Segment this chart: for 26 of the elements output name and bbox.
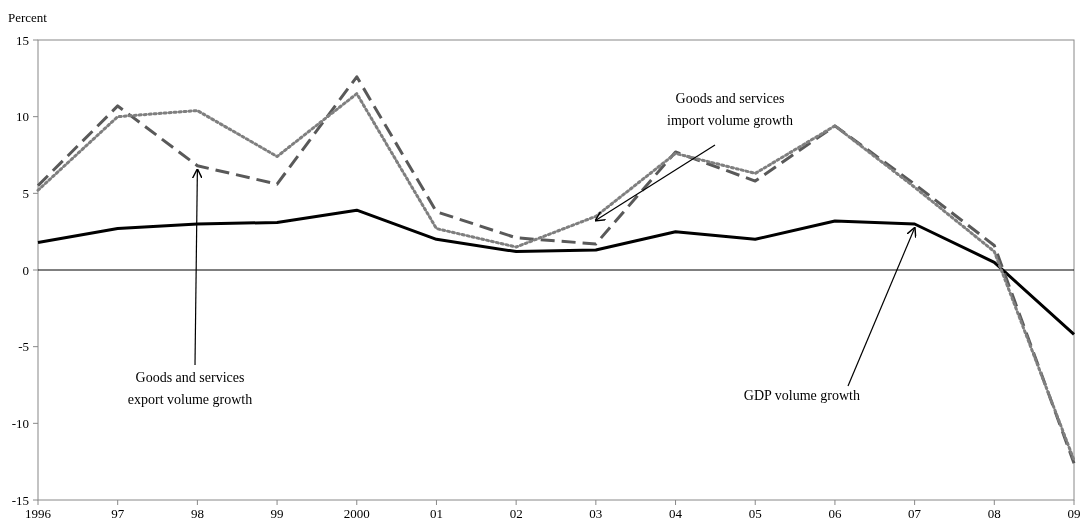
y-axis-title: Percent: [8, 10, 48, 25]
y-tick-label: 5: [22, 185, 29, 201]
line-series: [36, 208, 1076, 336]
x-tick-label: 02: [509, 505, 523, 521]
y-tick-label: -15: [11, 492, 29, 508]
x-tick-label: 04: [669, 505, 683, 521]
x-tick-label: 03: [589, 505, 603, 521]
x-tick-label: 99: [270, 505, 284, 521]
x-tick-label: 98: [190, 505, 204, 521]
annotation: Goods and services export volume growth: [127, 370, 253, 407]
annotation: GDP volume growth: [743, 388, 860, 403]
x-tick-label: 2000: [343, 505, 370, 521]
x-tick-label: 06: [828, 505, 842, 521]
x-tick-label: 97: [111, 505, 125, 521]
x-tick-label: 09: [1067, 505, 1081, 521]
y-tick-label: -10: [11, 415, 29, 431]
y-tick-label: -5: [18, 339, 29, 355]
x-tick-label: 01: [429, 505, 443, 521]
y-tick-label: 15: [16, 32, 29, 48]
y-tick-label: 10: [16, 109, 29, 125]
x-tick-label: 07: [908, 505, 922, 521]
x-tick-label: 08: [987, 505, 1001, 521]
annotation: Goods and services import volume growth: [667, 91, 793, 128]
x-tick-label: 1996: [25, 505, 52, 521]
y-tick-label: 0: [22, 262, 29, 278]
x-tick-label: 05: [748, 505, 762, 521]
